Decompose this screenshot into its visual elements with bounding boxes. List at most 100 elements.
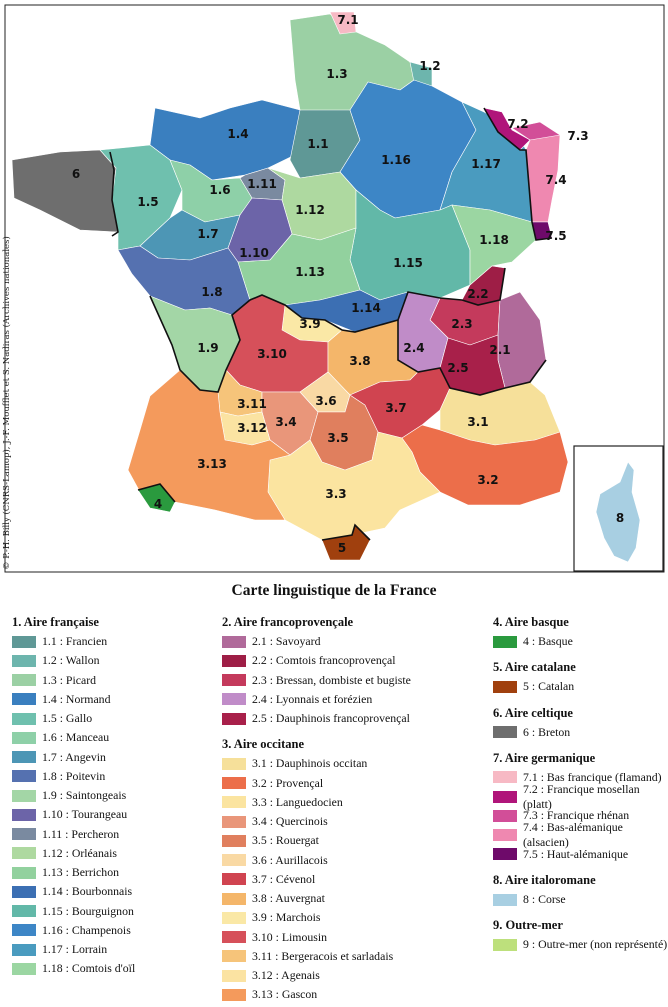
legend-group-heading: 2. Aire francoprovençale xyxy=(222,615,354,629)
legend-item-label: 1.9 : Saintongeais xyxy=(42,788,127,802)
legend-item: 3.11 : Bergeracois et sarladais xyxy=(222,949,487,964)
legend-swatch xyxy=(12,654,36,667)
map-label-3-4: 3.4 xyxy=(275,415,296,429)
legend-group-heading: 6. Aire celtique xyxy=(493,705,573,720)
language-map: 7.1 1.2 1.3 7.2 7.3 1.4 1.1 1.16 1.17 6 … xyxy=(4,4,665,573)
legend-item: 5 : Catalan xyxy=(493,679,668,694)
legend-group-heading: 1. Aire française xyxy=(12,615,99,629)
legend-swatch xyxy=(12,943,36,956)
map-label-3-6: 3.6 xyxy=(315,394,336,408)
legend-item: 7.4 : Bas-alémanique (alsacien) xyxy=(493,820,668,849)
map-label-1-6: 1.6 xyxy=(209,183,230,197)
legend-item-label: 2.4 : Lyonnais et forézien xyxy=(252,691,373,706)
legend-item: 1.12 : Orléanais xyxy=(12,846,217,861)
region-7-1 xyxy=(329,11,357,35)
legend-swatch xyxy=(222,854,246,866)
map-label-3-7: 3.7 xyxy=(385,401,406,415)
legend-swatch xyxy=(12,962,36,975)
legend-swatch xyxy=(12,847,36,860)
legend-item: 3.12 : Agenais xyxy=(222,968,487,983)
legend-item: 1.6 : Manceau xyxy=(12,730,217,745)
map-label-1-18: 1.18 xyxy=(479,233,509,247)
map-label-1-14: 1.14 xyxy=(351,301,381,315)
legend-item-label: 3.2 : Provençal xyxy=(252,775,324,790)
legend-item: 1.17 : Lorrain xyxy=(12,942,217,957)
map-label-6: 6 xyxy=(72,167,80,181)
legend-item-label: 1.12 : Orléanais xyxy=(42,845,118,860)
map-label-3-1: 3.1 xyxy=(467,415,488,429)
legend-item-label: 3.6 : Aurillacois xyxy=(252,852,328,867)
legend-item-label: 3.8 : Auvergnat xyxy=(252,891,325,905)
legend-item: 3.6 : Aurillacois xyxy=(222,853,487,868)
map-label-1-4: 1.4 xyxy=(227,127,248,141)
map-label-3-9: 3.9 xyxy=(299,317,320,331)
legend-item-label: 7.2 : Francique mosellan (platt) xyxy=(523,781,640,811)
map-label-1-16: 1.16 xyxy=(381,153,411,167)
legend-item: 1.7 : Angevin xyxy=(12,750,217,765)
legend-item: 8 : Corse xyxy=(493,892,668,907)
legend-swatch xyxy=(12,712,36,725)
legend-swatch xyxy=(12,731,36,744)
legend-item: 6 : Breton xyxy=(493,725,668,740)
legend-item-label: 1.7 : Angevin xyxy=(42,749,106,764)
map-label-2-4: 2.4 xyxy=(403,341,424,355)
legend-item-label: 2.1 : Savoyard xyxy=(252,634,321,648)
legend-item-label: 1.10 : Tourangeau xyxy=(42,807,128,822)
legend-item: 1.11 : Percheron xyxy=(12,827,217,842)
map-label-1-7: 1.7 xyxy=(197,227,218,241)
map-label-7-3: 7.3 xyxy=(567,129,588,143)
legend-item-label: 1.1 : Francien xyxy=(42,634,108,648)
legend-swatch xyxy=(493,809,517,822)
map-label-1-12: 1.12 xyxy=(295,203,325,217)
map-label-2-1: 2.1 xyxy=(489,343,510,357)
legend-swatch xyxy=(222,757,246,770)
legend-swatch xyxy=(222,654,246,667)
region-8 xyxy=(595,461,641,563)
map-title: Carte linguistique de la France xyxy=(231,582,437,599)
legend-swatch xyxy=(12,770,36,783)
legend-item: 1.14 : Bourbonnais xyxy=(12,884,217,899)
map-label-1-17: 1.17 xyxy=(471,157,501,171)
legend-group-heading: 8. Aire italoromane xyxy=(493,873,596,887)
legend-item-label: 2.3 : Bressan, dombiste et bugiste xyxy=(252,672,411,687)
legend-swatch xyxy=(493,893,517,906)
legend-swatch xyxy=(222,950,246,963)
legend-swatch xyxy=(222,892,246,905)
legend-item-label: 7.4 : Bas-alémanique (alsacien) xyxy=(523,820,623,849)
legend-item-label: 1.4 : Normand xyxy=(42,691,111,706)
map-label-8: 8 xyxy=(616,511,624,525)
legend-item: 1.3 : Picard xyxy=(12,673,217,688)
legend-swatch xyxy=(493,680,517,693)
legend-item: 1.9 : Saintongeais xyxy=(12,788,217,803)
legend-swatch xyxy=(222,712,246,725)
legend-item: 3.3 : Languedocien xyxy=(222,795,487,810)
legend-swatch xyxy=(222,796,246,809)
legend-swatch xyxy=(222,988,246,1001)
legend-column-3: 4. Aire basque 4 : Basque 5. Aire catalane… xyxy=(493,614,668,957)
legend-item-label: 8 : Corse xyxy=(523,892,566,906)
map-label-3-3: 3.3 xyxy=(325,487,346,501)
legend-item: 3.2 : Provençal xyxy=(222,776,487,791)
map-label-4: 4 xyxy=(154,497,162,511)
legend-item: 2.4 : Lyonnais et forézien xyxy=(222,692,487,707)
area-borders xyxy=(109,107,553,541)
legend-item-label: 3.1 : Dauphinois occitan xyxy=(252,756,368,771)
legend-item-label: 1.16 : Champenois xyxy=(42,922,131,937)
legend-item: 1.16 : Champenois xyxy=(12,923,217,938)
map-label-2-2: 2.2 xyxy=(467,287,488,301)
map-label-2-3: 2.3 xyxy=(451,317,472,331)
legend-item-label: 7.5 : Haut-alémanique xyxy=(523,846,629,861)
legend-item-label: 3.11 : Bergeracois et sarladais xyxy=(252,948,394,963)
legend-item: 1.5 : Gallo xyxy=(12,711,217,726)
map-label-7-4: 7.4 xyxy=(545,173,566,187)
legend-item-label: 3.5 : Rouergat xyxy=(252,833,319,848)
legend-item: 2.3 : Bressan, dombiste et bugiste xyxy=(222,673,487,688)
legend-item: 2.5 : Dauphinois francoprovençal xyxy=(222,711,487,726)
legend-item: 3.5 : Rouergat xyxy=(222,833,487,848)
legend-swatch xyxy=(222,777,246,789)
legend-swatch xyxy=(12,924,36,937)
legend-item-label: 1.5 : Gallo xyxy=(42,711,93,725)
legend-swatch xyxy=(222,969,246,982)
legend-item-label: 1.14 : Bourbonnais xyxy=(42,884,133,899)
legend-swatch xyxy=(493,726,517,738)
